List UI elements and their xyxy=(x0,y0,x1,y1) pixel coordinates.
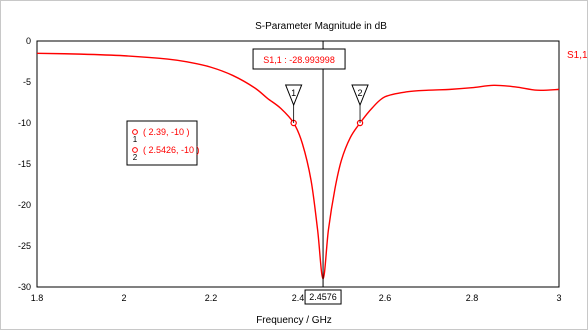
x-tick-label: 2.8 xyxy=(466,293,479,303)
y-tick-label: -20 xyxy=(18,200,31,210)
marker-flag-number-1: 1 xyxy=(291,88,296,98)
minimum-x-label: 2.4576 xyxy=(309,292,337,302)
x-tick-label: 3 xyxy=(556,293,561,303)
marker-info-label-1: ( 2.39, -10 ) xyxy=(143,127,190,137)
marker-info-label-2: ( 2.5426, -10 ) xyxy=(143,145,200,155)
y-tick-label: -25 xyxy=(18,241,31,251)
y-tick-label: -5 xyxy=(23,77,31,87)
marker-info-box xyxy=(126,120,198,166)
legend-series-s11: S1,1 xyxy=(567,50,587,61)
minimum-value-label: S1,1 : -28.993998 xyxy=(263,55,335,65)
marker-info-icon-1 xyxy=(132,129,138,135)
marker-info-icon-2 xyxy=(132,147,138,153)
marker-info-number-2: 2 xyxy=(133,153,138,162)
y-tick-label: -10 xyxy=(18,118,31,128)
marker-info-number-1: 1 xyxy=(133,135,138,144)
series-s11 xyxy=(36,52,560,280)
marker-flag-1 xyxy=(284,84,303,107)
minimum-value-box xyxy=(252,48,346,70)
x-axis-label: Frequency / GHz xyxy=(256,315,332,326)
marker-flag-number-2: 2 xyxy=(358,88,363,98)
x-tick-label: 1.8 xyxy=(31,293,44,303)
y-tick-label: -30 xyxy=(18,282,31,292)
markers: 1 2 1 ( 2.39, -10 ) 2 ( 2.5426, -10 ) S1,1 : -… xyxy=(126,41,369,305)
plot-area xyxy=(36,40,560,288)
x-tick-label: 2.2 xyxy=(205,293,218,303)
series-line xyxy=(36,52,560,280)
marker-flag-2 xyxy=(351,84,369,107)
x-tick-label: 2.6 xyxy=(379,293,392,303)
x-tick-label: 2 xyxy=(121,293,126,303)
x-tick-label: 2.4 xyxy=(292,293,305,303)
chart-title: S-Parameter Magnitude in dB xyxy=(255,21,387,32)
y-tick-label: -15 xyxy=(18,159,31,169)
minimum-x-box xyxy=(304,289,342,305)
y-tick-label: 0 xyxy=(26,36,31,46)
axes: 1.8 2 2.2 2.4 2.6 2.8 3 0 -5 -10 -15 -20 -25 -30 xyxy=(18,36,562,303)
